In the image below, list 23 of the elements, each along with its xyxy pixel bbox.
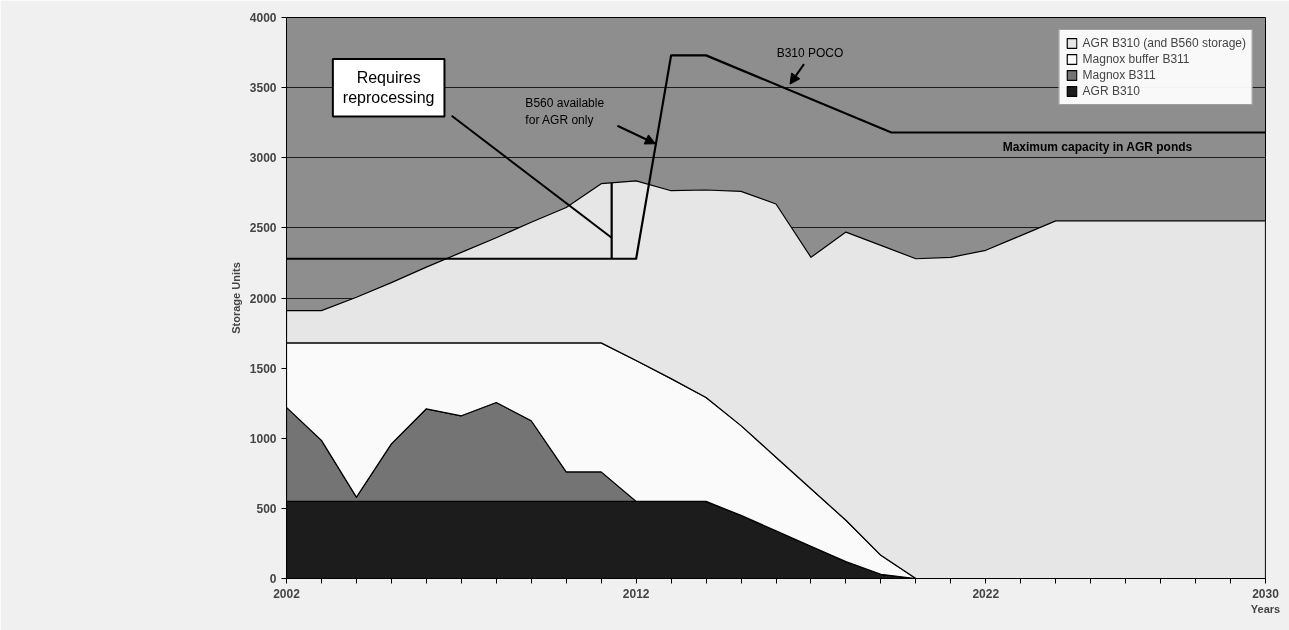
legend-label: AGR B310 xyxy=(1082,84,1140,98)
legend-label: AGR B310 (and B560 storage) xyxy=(1082,36,1246,50)
y-tick-label: 500 xyxy=(256,501,277,516)
annotation: Requires reprocessing xyxy=(342,68,435,107)
annotation: Maximum capacity in AGR ponds xyxy=(1002,139,1193,154)
y-tick-label: 2000 xyxy=(249,291,277,306)
x-tick-label: 2030 xyxy=(1252,586,1280,601)
y-tick-label: 1500 xyxy=(249,361,277,376)
x-tick-label: 2012 xyxy=(622,586,650,601)
legend-label: Magnox B311 xyxy=(1082,68,1156,82)
annotation: B560 available for AGR only xyxy=(525,95,605,127)
annotation: B310 POCO xyxy=(776,46,844,61)
legend-label: Magnox buffer B311 xyxy=(1082,52,1190,66)
x-tick-label: 2022 xyxy=(972,586,1000,601)
x-tick-label: 2002 xyxy=(273,586,301,601)
y-tick-label: 0 xyxy=(269,572,277,586)
y-tick-label: 3000 xyxy=(249,151,277,166)
y-tick-label: 4000 xyxy=(249,11,277,25)
y-tick-label: 1000 xyxy=(249,431,277,446)
y-tick-label: 2500 xyxy=(249,221,277,236)
y-axis-title: Storage Units xyxy=(229,262,242,334)
y-tick-label: 3500 xyxy=(249,81,277,96)
x-axis-title: Years xyxy=(1250,602,1281,615)
